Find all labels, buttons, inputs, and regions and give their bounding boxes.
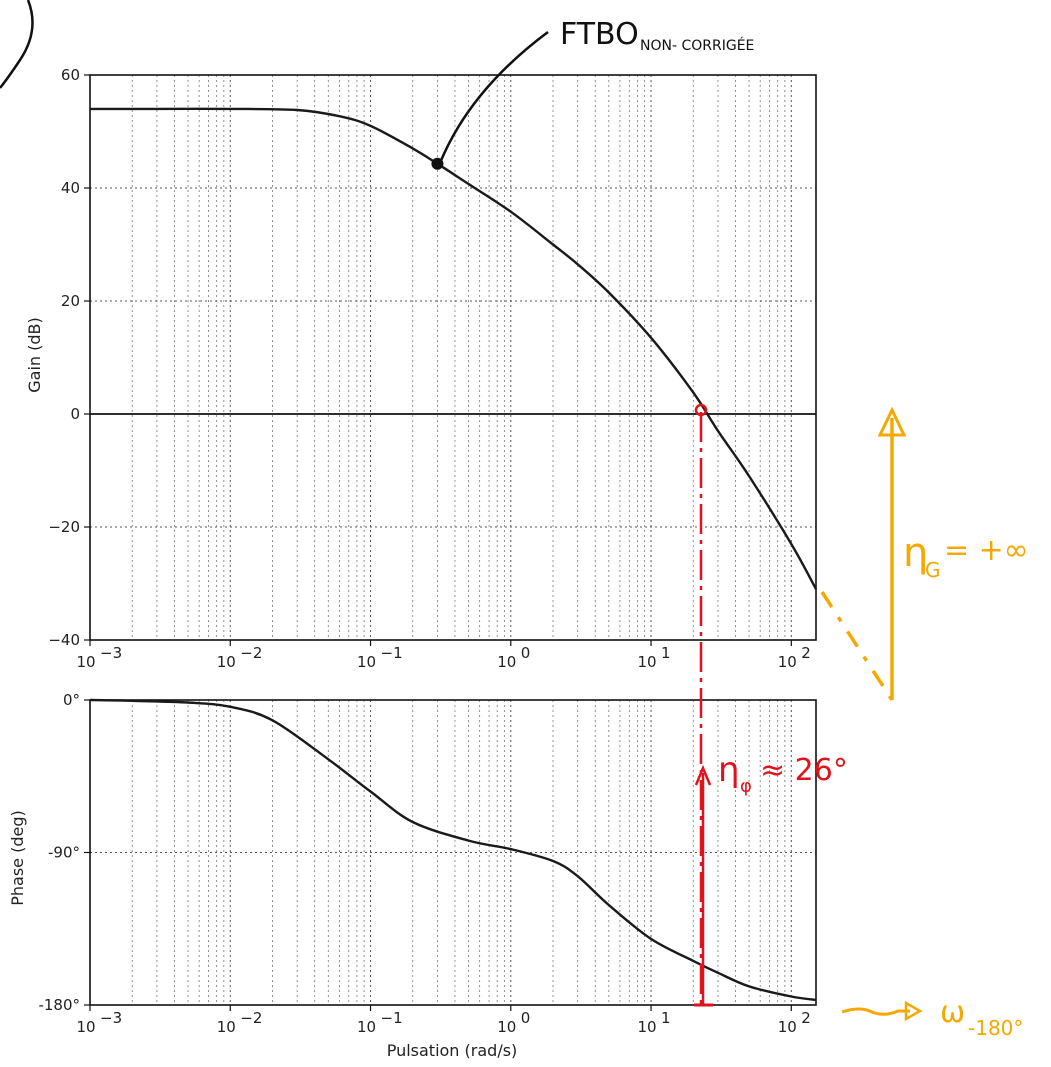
phase-margin-arrowhead: [694, 764, 712, 786]
gain-xtick-label: 10: [357, 653, 376, 671]
phase-margin-eta: η: [718, 750, 740, 790]
gain-axes-frame: [89, 74, 817, 641]
gain-ylabel: Gain (dB): [25, 317, 44, 393]
phase-xtick-exponent: 2: [801, 1009, 811, 1027]
phase-xtick-label: 10: [497, 1018, 516, 1036]
gain-margin-sub: G: [925, 558, 941, 582]
ftbo-pointer-line: [438, 30, 549, 164]
phase-xtick-label: 10: [76, 1018, 95, 1036]
ftbo-label: FTBO: [560, 17, 639, 52]
gain-ytick-label: −20: [48, 518, 80, 536]
phase-xtick-label: 10: [637, 1018, 656, 1036]
gain-margin-dash: [820, 591, 894, 701]
phase-margin-value: ≈ 26°: [760, 753, 848, 788]
gain-xtick-label: 10: [76, 653, 95, 671]
omega-arrowhead: [904, 1000, 923, 1022]
phase-xlabel: Pulsation (rad/s): [387, 1041, 518, 1060]
omega-symbol: ω: [940, 995, 965, 1030]
gain-margin-value: = +∞: [944, 533, 1029, 568]
ftbo-annotation: FTBO NON- CORRIGÉE: [438, 17, 754, 164]
gain-curve: [90, 107, 818, 590]
gain-xtick-label: 10: [497, 653, 516, 671]
phase-xtick-exponent: −3: [100, 1009, 122, 1027]
gain-margin-arrowhead: [877, 406, 907, 437]
gain-ytick-label: 20: [61, 292, 80, 310]
omega-sub: -180°: [968, 1016, 1023, 1040]
gain-xtick-exponent: 0: [521, 644, 531, 662]
gain-xtick-label: 10: [637, 653, 656, 671]
gain-margin-annotation: η G = +∞: [820, 406, 1029, 701]
phase-xtick-exponent: 0: [521, 1009, 531, 1027]
gain-xtick-exponent: −1: [381, 644, 403, 662]
gain-xtick-exponent: 2: [801, 644, 811, 662]
gain-ytick-label: 60: [61, 66, 80, 84]
gain-margin-eta: η: [903, 530, 928, 576]
phase-ytick-label: -180°: [38, 996, 80, 1014]
phase-plot: 10 −3 10 −2 10 −1 10 0 10 1 10 20°-90°-180°: [38, 691, 817, 1036]
gain-ytick-label: −40: [48, 631, 80, 649]
phase-ytick-label: 0°: [63, 691, 80, 709]
gain-xtick-exponent: 1: [661, 644, 671, 662]
gain-xtick-exponent: −2: [240, 644, 262, 662]
phase-ytick-label: -90°: [48, 844, 80, 862]
gain-xtick-exponent: −3: [100, 644, 122, 662]
phase-xtick-exponent: 1: [661, 1009, 671, 1027]
phase-ylabel: Phase (deg): [8, 810, 27, 906]
gain-ytick-label: 0: [70, 405, 80, 423]
phase-margin-sub: φ: [740, 776, 752, 797]
omega-annotation: ω -180°: [841, 995, 1023, 1040]
phase-xtick-exponent: −2: [240, 1009, 262, 1027]
phase-xtick-label: 10: [217, 1018, 236, 1036]
omega-arrow: [841, 1007, 910, 1016]
phase-xtick-label: 10: [357, 1018, 376, 1036]
gain-ytick-label: 40: [61, 179, 80, 197]
gain-xtick-label: 10: [217, 653, 236, 671]
phase-xtick-exponent: −1: [381, 1009, 403, 1027]
ftbo-sublabel: NON- CORRIGÉE: [640, 37, 754, 54]
gain-xtick-label: 10: [778, 653, 797, 671]
phase-xtick-label: 10: [778, 1018, 797, 1036]
corner-pen-stroke: [0, 0, 34, 89]
crossover-annotation: η φ ≈ 26°: [694, 403, 848, 1007]
phase-curve: [89, 698, 817, 1002]
